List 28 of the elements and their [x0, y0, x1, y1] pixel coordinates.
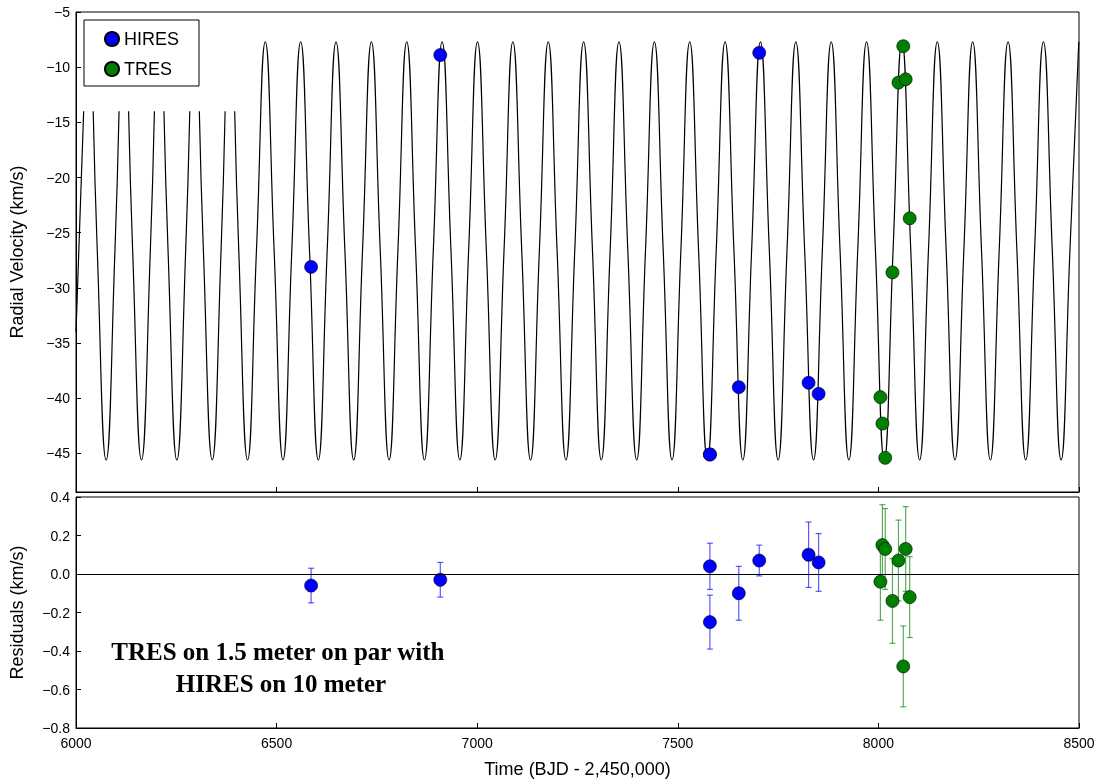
legend-label: TRES [124, 59, 173, 79]
y-tick-label: −25 [46, 224, 71, 241]
y-tick-label: −0.2 [42, 604, 71, 621]
x-tick-label: 8500 [1063, 735, 1095, 751]
y-axis-title: Residuals (km/s) [7, 545, 27, 680]
y-tick-label: −0.4 [42, 643, 71, 659]
y-tick-label: −0.6 [42, 681, 71, 698]
y-tick-label: 0.2 [50, 527, 71, 544]
y-tick-label: 0.4 [50, 489, 71, 505]
y-tick-label: 0.0 [50, 566, 71, 582]
x-tick-label: 6500 [261, 735, 293, 751]
x-axis-title: Time (BJD - 2,450,000) [484, 759, 671, 779]
y-tick-label: −10 [46, 59, 71, 76]
y-tick-label: −0.8 [42, 720, 71, 736]
y-tick-label: −45 [46, 445, 71, 462]
y-tick-label: −20 [46, 169, 71, 186]
legend-label: HIRES [124, 29, 180, 49]
x-tick-label: 8000 [862, 735, 895, 751]
x-tick-label: 6000 [60, 735, 92, 751]
y-tick-label: −30 [46, 279, 71, 296]
y-tick-label: −5 [54, 4, 71, 20]
y-tick-label: −35 [46, 335, 71, 352]
y-tick-label: −15 [46, 114, 71, 131]
x-tick-label: 7500 [662, 735, 694, 751]
y-tick-label: −40 [46, 390, 71, 407]
annotation: TRES on 1.5 meter on par with HIRES on 10 meter [111, 637, 451, 697]
x-tick-label: 7000 [461, 735, 493, 751]
y-axis-title: Radial Velocity (km/s) [7, 165, 27, 339]
